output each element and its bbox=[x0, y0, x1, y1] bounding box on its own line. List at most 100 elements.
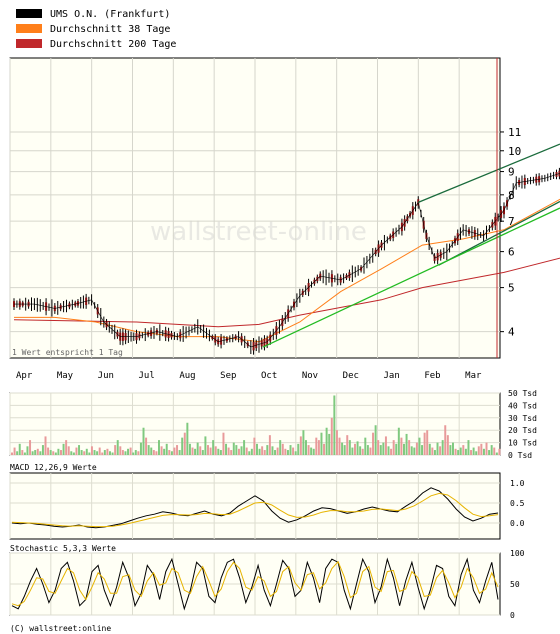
volume-bar bbox=[11, 452, 13, 455]
volume-tick-label: 20 Tsd bbox=[508, 426, 537, 435]
volume-bar bbox=[294, 451, 297, 455]
legend: UMS O.N. (Frankfurt) Durchschnitt 38 Tag… bbox=[16, 9, 176, 50]
panel-tick-label: 0.0 bbox=[510, 519, 525, 528]
volume-bar bbox=[85, 448, 88, 455]
volume-bar bbox=[243, 440, 246, 455]
volume-tick-label: 40 Tsd bbox=[508, 401, 537, 410]
volume-bar bbox=[449, 445, 452, 455]
volume-bar bbox=[289, 445, 292, 455]
panel-series-line bbox=[11, 557, 499, 611]
volume-bar bbox=[170, 451, 173, 455]
panel-tick-label: 100 bbox=[510, 549, 525, 558]
volume-bar bbox=[472, 447, 475, 455]
volume-bar bbox=[356, 441, 359, 455]
volume-bar bbox=[446, 435, 449, 455]
volume-tick-label: 30 Tsd bbox=[508, 414, 537, 423]
volume-bar bbox=[392, 440, 395, 455]
volume-bar bbox=[284, 448, 287, 455]
volume-bar bbox=[181, 437, 184, 455]
channel-upper-line bbox=[418, 143, 560, 203]
volume-bar bbox=[168, 450, 171, 455]
volume-bar bbox=[60, 450, 62, 455]
stochastic-y-axis: 0 50 100 bbox=[510, 549, 525, 620]
panel-series-line bbox=[11, 560, 499, 607]
volume-bar bbox=[364, 437, 367, 455]
volume-bar bbox=[114, 445, 117, 455]
price-y-axis: 4 5 6 7 8 9 10 11 bbox=[500, 126, 521, 339]
volume-bar bbox=[310, 447, 313, 455]
trend-lines bbox=[262, 143, 560, 348]
volume-bar bbox=[361, 448, 364, 455]
volume-bar bbox=[237, 448, 240, 455]
volume-bar bbox=[266, 445, 269, 455]
volume-bar bbox=[54, 452, 57, 455]
volume-bar bbox=[207, 445, 209, 455]
volume-bar bbox=[477, 446, 480, 455]
volume-bar bbox=[256, 443, 258, 455]
volume-bar bbox=[75, 447, 78, 455]
volume-bar bbox=[49, 450, 52, 455]
volume-bar bbox=[426, 430, 429, 455]
volume-bar bbox=[297, 443, 300, 455]
volume-bar bbox=[263, 450, 266, 455]
ma200-series bbox=[13, 257, 560, 328]
volume-bar bbox=[359, 446, 362, 455]
volume-bar bbox=[101, 452, 104, 455]
volume-bar bbox=[129, 447, 132, 455]
stochastic-series bbox=[11, 557, 499, 611]
volume-bar bbox=[147, 445, 150, 455]
volume-bar bbox=[88, 452, 91, 455]
volume-bar bbox=[173, 447, 176, 455]
macd-y-axis: 0.0 0.5 1.0 bbox=[510, 479, 525, 528]
price-line bbox=[14, 173, 560, 348]
volume-bar bbox=[212, 440, 215, 455]
volume-bar bbox=[225, 443, 228, 455]
volume-bar bbox=[415, 442, 418, 455]
volume-bar bbox=[18, 443, 21, 455]
price-tick-label: 6 bbox=[508, 246, 515, 259]
volume-bar bbox=[330, 417, 333, 455]
x-axis-months: Apr May Jun Jul Aug Sep Oct Nov Dec Jan Feb Mar bbox=[16, 371, 482, 381]
volume-tick-label: 50 Tsd bbox=[508, 389, 537, 398]
channel-lower-line bbox=[438, 200, 560, 266]
volume-bar bbox=[480, 443, 483, 455]
volume-bar bbox=[124, 451, 127, 455]
volume-bar bbox=[142, 427, 145, 455]
price-tick-label: 11 bbox=[508, 126, 521, 139]
price-gridlines bbox=[9, 58, 500, 358]
volume-bars bbox=[11, 395, 501, 455]
volume-bar bbox=[44, 436, 47, 455]
volume-bar bbox=[348, 440, 351, 455]
volume-bar bbox=[454, 448, 457, 455]
volume-bar bbox=[457, 450, 460, 455]
watermark: wallstreet-online bbox=[150, 217, 367, 247]
price-tick-label: 5 bbox=[508, 282, 515, 295]
volume-bar bbox=[201, 450, 204, 455]
volume-tick-label: 0 Tsd bbox=[508, 451, 532, 460]
volume-bar bbox=[103, 450, 106, 455]
volume-bar bbox=[315, 437, 318, 455]
volume-bar bbox=[488, 450, 491, 455]
volume-bar bbox=[240, 446, 243, 455]
macd-series bbox=[11, 487, 499, 529]
month-tick-label: Nov bbox=[302, 371, 318, 381]
volume-bar bbox=[366, 445, 369, 455]
panel-series-line bbox=[11, 487, 499, 529]
volume-bar bbox=[490, 445, 493, 455]
volume-bar bbox=[72, 452, 75, 455]
volume-bar bbox=[410, 446, 413, 455]
volume-bar bbox=[281, 443, 284, 455]
volume-bar bbox=[83, 451, 86, 455]
month-tick-label: Jul bbox=[139, 371, 155, 381]
volume-bar bbox=[470, 450, 473, 455]
volume-bar bbox=[57, 448, 60, 455]
volume-bar bbox=[178, 450, 181, 455]
month-tick-label: Mar bbox=[465, 371, 482, 381]
volume-bar bbox=[387, 446, 390, 455]
volume-bar bbox=[369, 447, 372, 455]
volume-bar bbox=[374, 425, 377, 455]
legend-swatch-ma38 bbox=[16, 24, 42, 33]
macd-title: MACD 12,26,9 Werte bbox=[10, 463, 97, 472]
volume-bar bbox=[495, 452, 498, 455]
volume-bar bbox=[248, 451, 251, 455]
